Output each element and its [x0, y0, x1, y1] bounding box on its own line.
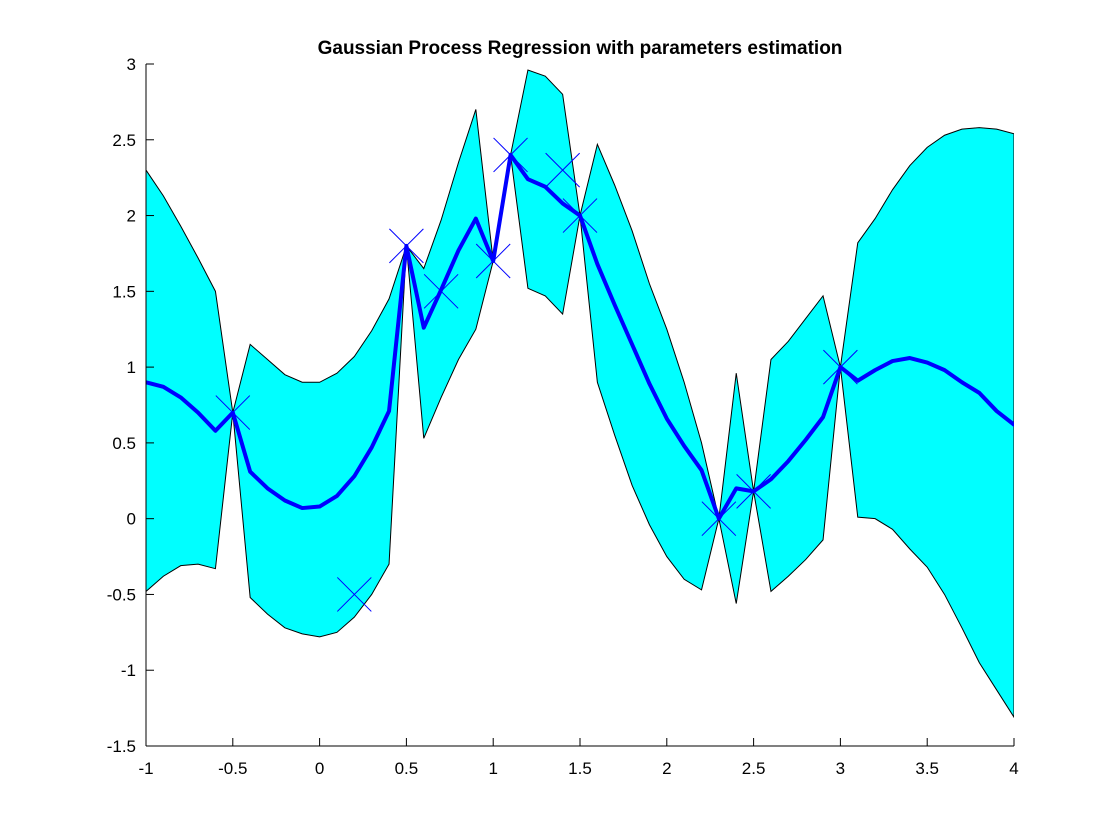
- y-tick-label-8: 2.5: [112, 131, 136, 150]
- x-tick-label-4: 1: [488, 759, 497, 778]
- observation-marker-stroke-b: [545, 152, 580, 188]
- y-tick-label-6: 1.5: [112, 282, 136, 301]
- axes: -1 -0.5 0 0.5 1 1.5 2 2.5 3 3.5 4-1.5-1-0.500.511.…: [107, 55, 1019, 778]
- x-tick-label-1: -0.5: [218, 759, 247, 778]
- confidence-band: [146, 69, 1014, 719]
- plot-content: [146, 69, 1014, 719]
- y-tick-label-5: 1: [127, 358, 136, 377]
- observation-marker-stroke-b: [336, 577, 372, 612]
- x-tick-label-9: 3.5: [915, 759, 939, 778]
- y-tick-label-4: 0.5: [112, 434, 136, 453]
- y-tick-label-2: -0.5: [107, 585, 136, 604]
- y-tick-label-3: 0: [127, 510, 136, 529]
- predicted-mean-line: [146, 152, 1014, 521]
- y-tick-label-9: 3: [127, 55, 136, 74]
- x-tick-label-6: 2: [662, 759, 671, 778]
- observation-point-7: [545, 152, 580, 188]
- x-tick-label-2: 0: [315, 759, 324, 778]
- y-tick-label-7: 2: [127, 207, 136, 226]
- observation-point-2: [336, 577, 372, 612]
- x-tick-label-8: 3: [836, 759, 845, 778]
- x-tick-label-7: 2.5: [742, 759, 766, 778]
- x-tick-label-3: 0.5: [395, 759, 419, 778]
- x-tick-label-0: -1: [138, 759, 153, 778]
- y-tick-label-1: -1: [121, 661, 136, 680]
- x-tick-label-10: 4: [1009, 759, 1018, 778]
- plot-area: [146, 69, 1014, 719]
- x-tick-label-5: 1.5: [568, 759, 592, 778]
- chart-title: Gaussian Process Regression with paramet…: [318, 38, 843, 59]
- y-tick-label-0: -1.5: [107, 737, 136, 756]
